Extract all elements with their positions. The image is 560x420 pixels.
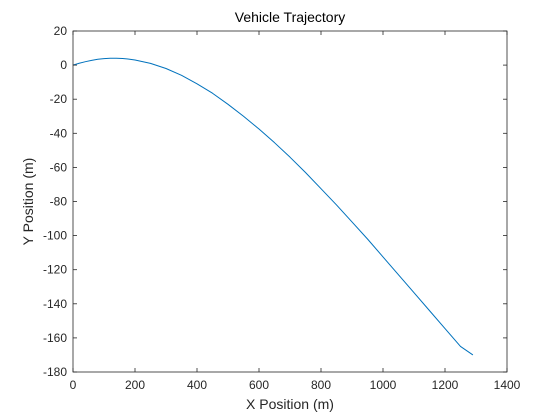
y-tick-label: -160 [43, 331, 67, 345]
x-tick-label: 200 [125, 378, 145, 392]
x-axis-title: X Position (m) [246, 396, 334, 412]
y-tick-label: -60 [50, 160, 68, 174]
y-tick-label: -180 [43, 365, 67, 379]
series-layer [72, 57, 474, 356]
y-tick-label: -40 [50, 126, 68, 140]
y-axis: 20 0 -20 -40 -60 -80 -100 -120 -140 -160 -180 [43, 24, 507, 379]
x-tick-label: 0 [70, 378, 77, 392]
x-tick-label: 1000 [370, 378, 397, 392]
x-tick-label: 600 [249, 378, 269, 392]
plot-area [73, 31, 507, 372]
y-tick-label: 20 [54, 24, 68, 38]
x-tick-label: 1400 [494, 378, 521, 392]
x-tick-label: 1200 [432, 378, 459, 392]
y-tick-label: -20 [50, 92, 68, 106]
y-tick-label: -100 [43, 229, 67, 243]
y-tick-label: -80 [50, 195, 68, 209]
y-tick-label: 0 [60, 58, 67, 72]
x-axis: 0 200 400 600 800 1000 1200 1400 [70, 31, 521, 392]
y-tick-label: -140 [43, 297, 67, 311]
chart-title: Vehicle Trajectory [235, 9, 346, 25]
x-tick-label: 800 [311, 378, 331, 392]
x-tick-label: 400 [187, 378, 207, 392]
trajectory-line [72, 57, 474, 356]
y-axis-title: Y Position (m) [20, 158, 36, 246]
y-tick-label: -120 [43, 263, 67, 277]
